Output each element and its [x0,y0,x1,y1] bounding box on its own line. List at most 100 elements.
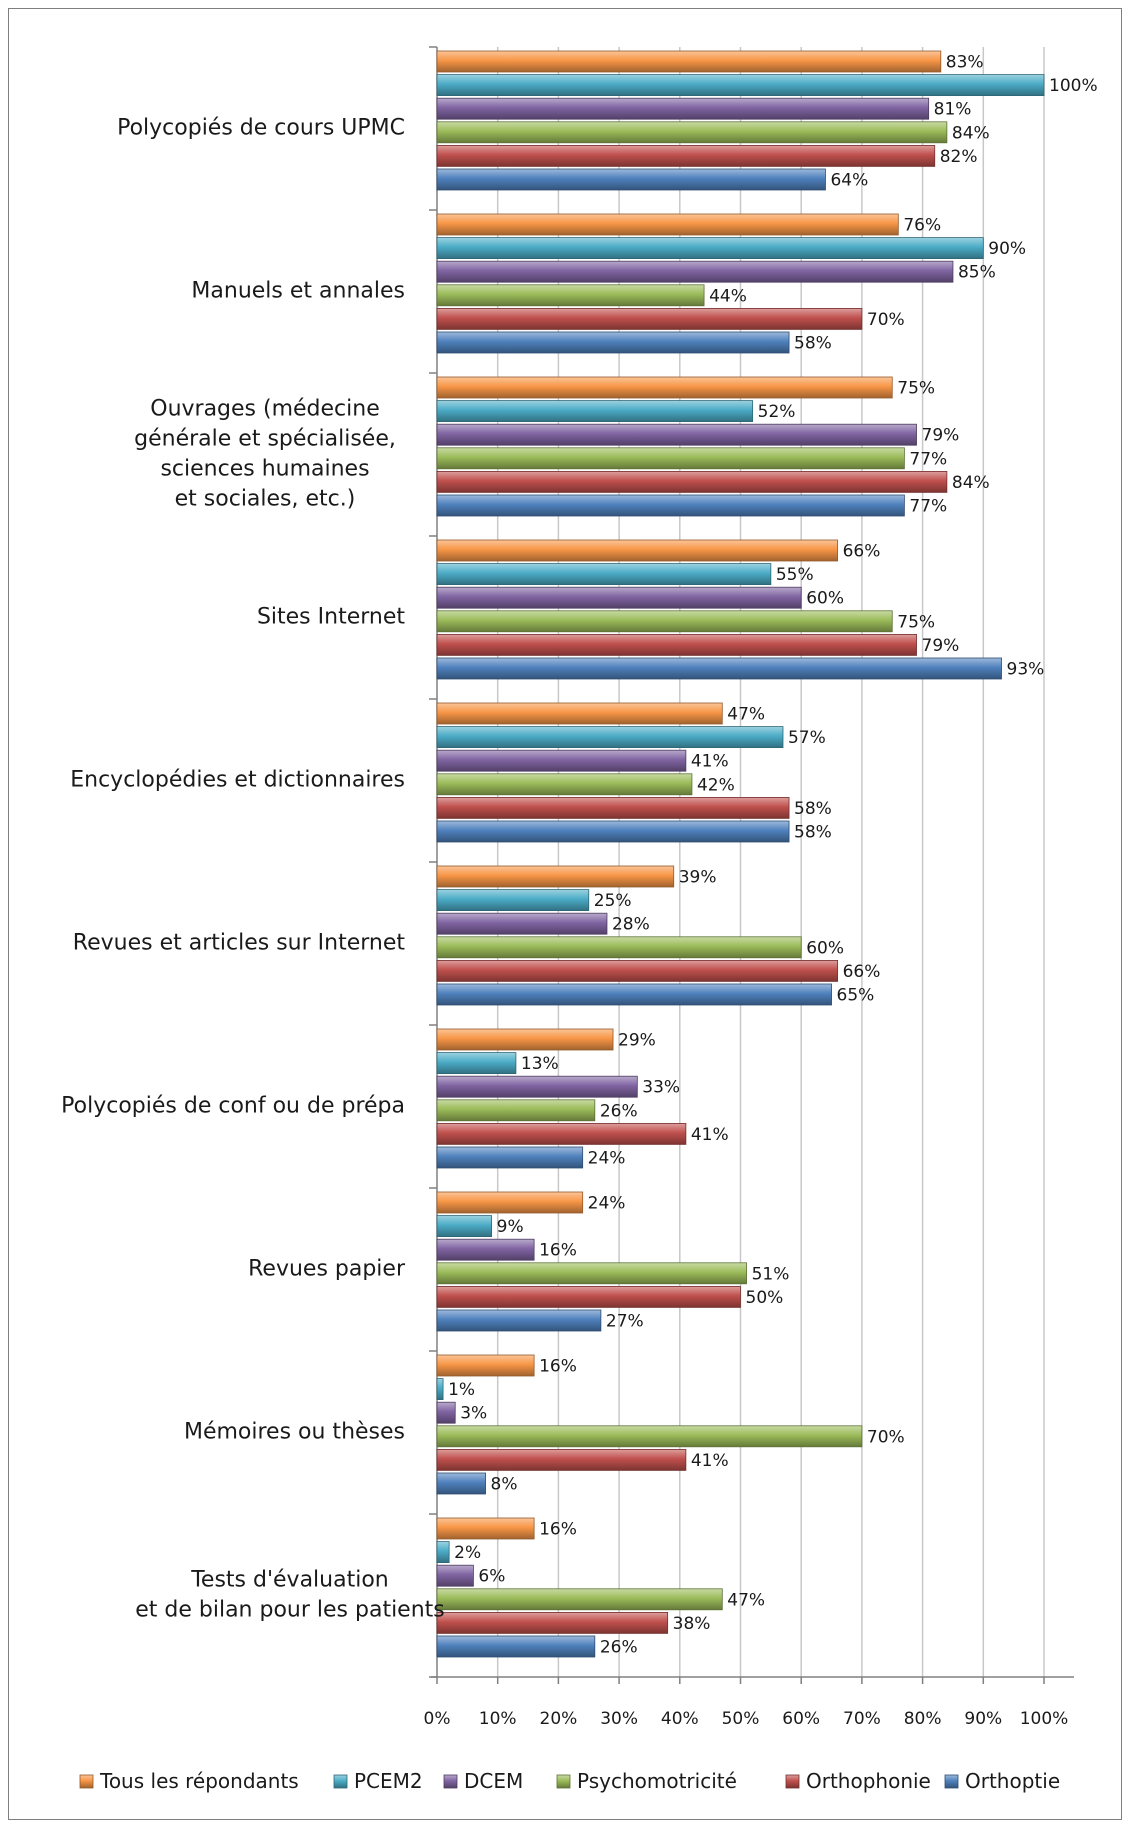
bar [436,634,917,656]
legend-swatch [333,1774,348,1789]
x-tick-label: 70% [843,1709,881,1729]
data-label: 41% [691,1451,729,1471]
category-label: Sites Internet [257,605,405,630]
x-tick-label: 30% [600,1709,638,1729]
legend-swatch [944,1774,959,1789]
data-label: 90% [988,239,1026,259]
data-label: 81% [934,100,972,120]
bar [436,1286,741,1308]
data-label: 70% [867,1427,905,1447]
data-label: 6% [478,1567,505,1587]
data-label: 41% [691,1125,729,1145]
data-label: 50% [746,1288,784,1308]
data-label: 39% [679,868,717,888]
category-label: Ouvrages (médecine [150,397,380,422]
category-label: Manuels et annales [191,279,405,304]
bar [436,1449,687,1471]
bar [436,820,790,843]
bar [436,237,984,260]
x-tick-label: 60% [782,1709,820,1729]
bar [436,1309,602,1332]
bar [436,1564,474,1587]
data-label: 16% [539,1520,577,1540]
bar [436,1588,723,1611]
data-label: 82% [940,147,978,167]
bar [436,1541,450,1563]
bar [436,749,687,772]
category-label: Mémoires ou thèses [184,1420,405,1445]
x-tick-label: 80% [904,1709,942,1729]
data-label: 85% [958,263,996,283]
data-label: 47% [727,705,765,725]
bar [436,539,839,562]
category-label: Polycopiés de conf ou de prépa [61,1094,405,1119]
bar [436,50,942,73]
data-label: 38% [673,1614,711,1634]
bar [436,773,693,796]
legend-swatch [556,1774,571,1789]
data-label: 84% [952,123,990,143]
bar [436,1612,669,1634]
bar [436,1215,493,1237]
bar [436,400,754,423]
bar [436,936,802,959]
legend-swatch [79,1774,94,1789]
category-label: sciences humaines [160,457,369,482]
data-label: 24% [588,1149,626,1169]
bar [436,797,790,819]
bar [436,983,832,1006]
category-label: Revues et articles sur Internet [73,931,406,956]
bar [436,702,723,725]
category-label: Tests d'évaluation [190,1568,389,1593]
data-label: 2% [454,1543,481,1563]
bar [436,1028,614,1051]
data-label: 27% [606,1312,644,1332]
bar [436,447,905,470]
bar [436,563,772,585]
bar [436,1354,535,1377]
data-label: 41% [691,752,729,772]
bar [436,121,948,144]
data-label: 26% [600,1101,638,1121]
bar [436,586,802,609]
bar [436,284,705,307]
data-label: 77% [909,449,947,469]
bar [436,494,905,517]
data-label: 52% [758,402,796,422]
data-label: 58% [794,823,832,843]
data-label: 76% [903,216,941,236]
legend-label: Orthoptie [965,1769,1060,1793]
data-label: 66% [843,542,881,562]
data-label: 100% [1049,76,1098,96]
data-label: 84% [952,473,990,493]
data-label: 9% [497,1217,524,1237]
bar [436,168,826,191]
legend-label: DCEM [464,1769,523,1793]
data-label: 16% [539,1241,577,1261]
legend-label: Psychomotricité [577,1769,737,1793]
data-label: 66% [843,962,881,982]
bar [436,1635,596,1658]
bar [436,1472,486,1495]
category-label: et de bilan pour les patients [135,1598,445,1623]
data-label: 8% [491,1475,518,1495]
x-tick-label: 10% [479,1709,517,1729]
data-label: 79% [922,426,960,446]
bar [436,97,930,120]
bar [436,1075,638,1098]
bar [436,657,1002,680]
bar [436,74,1045,96]
bar [436,331,790,354]
bar [436,1146,584,1169]
bar [436,423,917,446]
category-label: Encyclopédies et dictionnaires [70,768,405,793]
data-label: 58% [794,799,832,819]
data-label: 13% [521,1054,559,1074]
data-label: 57% [788,728,826,748]
category-label: Revues papier [248,1257,406,1282]
data-label: 65% [837,986,875,1006]
bar [436,260,954,283]
bar [436,960,839,982]
legend-swatch [443,1774,458,1789]
data-label: 26% [600,1638,638,1658]
